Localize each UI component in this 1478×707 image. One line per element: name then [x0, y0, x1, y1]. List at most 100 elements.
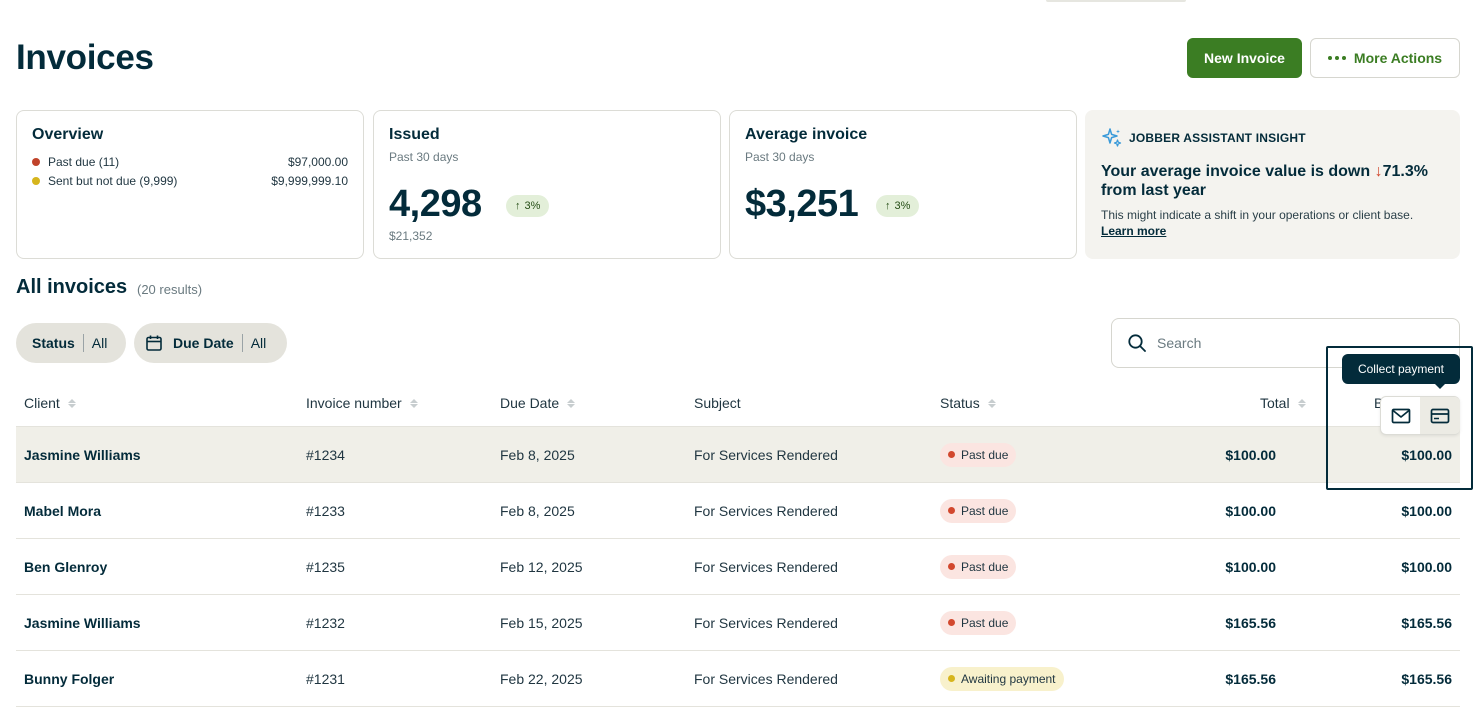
sent-dot-icon [32, 177, 40, 185]
overview-row-sent-not-due[interactable]: Sent but not due (9,999) $9,999,999.10 [32, 174, 348, 188]
row-balance: $165.56 [1401, 614, 1452, 631]
average-invoice-card[interactable]: Average invoice Past 30 days $3,251 ↑ 3% [729, 110, 1077, 259]
issued-trend-value: 3% [524, 200, 541, 212]
chip-divider [241, 334, 243, 352]
row-invoice-number: #1231 [306, 670, 345, 687]
sort-icon [567, 398, 576, 408]
column-header-balance[interactable]: B [1374, 395, 1384, 411]
row-invoice-number: #1233 [306, 502, 345, 519]
column-header-status[interactable]: Status [940, 395, 996, 411]
status-filter-chip[interactable]: Status All [16, 323, 126, 363]
row-total: $100.00 [1225, 446, 1276, 463]
insight-label: JOBBER ASSISTANT INSIGHT [1129, 131, 1306, 145]
table-row[interactable]: Ben Glenroy #1235 Feb 12, 2025 For Servi… [16, 539, 1460, 595]
row-total: $165.56 [1225, 670, 1276, 687]
row-balance: $100.00 [1401, 446, 1452, 463]
status-badge: Past due [940, 554, 1017, 579]
average-title: Average invoice [745, 126, 868, 143]
row-subject: For Services Rendered [694, 502, 838, 519]
more-dots-icon [1327, 56, 1346, 60]
table-row[interactable]: Mabel Mora #1233 Feb 8, 2025 For Service… [16, 483, 1460, 539]
insight-headline: Your average invoice value is down ↓71.3… [1101, 162, 1451, 200]
row-subject: For Services Rendered [694, 670, 838, 687]
column-header-client[interactable]: Client [24, 395, 76, 411]
row-subject: For Services Rendered [694, 614, 838, 631]
new-invoice-button[interactable]: New Invoice [1187, 38, 1302, 78]
arrow-down-icon: ↓ [1374, 163, 1383, 180]
status-label: Past due [961, 447, 1009, 462]
row-status: Past due [940, 595, 1017, 650]
row-actions [1380, 396, 1460, 435]
row-status: Awaiting payment [940, 651, 1064, 706]
column-label: Subject [694, 395, 741, 411]
column-label: Due Date [500, 395, 560, 411]
sort-icon [67, 398, 76, 408]
column-header-invoice-number[interactable]: Invoice number [306, 395, 418, 411]
row-due-date: Feb 8, 2025 [500, 446, 575, 463]
sparkle-icon [1101, 127, 1123, 149]
row-total: $100.00 [1225, 502, 1276, 519]
collect-payment-button[interactable] [1420, 397, 1460, 434]
row-balance: $100.00 [1401, 502, 1452, 519]
envelope-icon [1391, 408, 1411, 424]
status-label: Awaiting payment [961, 671, 1056, 686]
row-total: $100.00 [1225, 558, 1276, 575]
row-status: Past due [940, 539, 1017, 594]
issued-period: Past 30 days [389, 150, 459, 164]
column-header-total[interactable]: Total [1260, 395, 1306, 411]
due-date-filter-label: Due Date [173, 335, 234, 351]
issued-card[interactable]: Issued Past 30 days 4,298 ↑ 3% $21,352 [373, 110, 721, 259]
column-label: Invoice number [306, 395, 402, 411]
status-badge: Past due [940, 498, 1017, 523]
row-due-date: Feb 15, 2025 [500, 614, 583, 631]
status-badge: Awaiting payment [940, 666, 1064, 691]
row-balance: $165.56 [1401, 670, 1452, 687]
average-trend-value: 3% [894, 200, 911, 212]
row-invoice-number: #1232 [306, 614, 345, 631]
due-date-filter-chip[interactable]: Due Date All [134, 323, 287, 363]
calendar-icon [145, 334, 163, 352]
more-actions-button[interactable]: More Actions [1310, 38, 1460, 78]
overview-card[interactable]: Overview Past due (11) $97,000.00 Sent b… [16, 110, 364, 259]
status-badge: Past due [940, 610, 1017, 635]
row-due-date: Feb 8, 2025 [500, 502, 575, 519]
insight-headline-end: from last year [1101, 182, 1206, 199]
learn-more-link[interactable]: Learn more [1101, 224, 1167, 238]
overview-row-past-due[interactable]: Past due (11) $97,000.00 [32, 155, 348, 169]
average-trend-badge: ↑ 3% [876, 195, 920, 217]
row-client: Jasmine Williams [24, 614, 141, 631]
insight-body: This might indicate a shift in your oper… [1101, 207, 1451, 239]
collect-payment-tooltip: Collect payment [1342, 354, 1460, 384]
column-label: Status [940, 395, 980, 411]
average-period: Past 30 days [745, 150, 815, 164]
issued-title: Issued [389, 126, 440, 143]
page-title: Invoices [16, 38, 154, 77]
send-email-button[interactable] [1381, 397, 1421, 434]
insight-header: JOBBER ASSISTANT INSIGHT [1101, 127, 1306, 149]
sort-icon [1297, 398, 1306, 408]
status-dot-icon [948, 507, 955, 514]
row-total: $165.56 [1225, 614, 1276, 631]
row-status: Past due [940, 427, 1017, 482]
sort-icon [409, 398, 418, 408]
overview-amount: $97,000.00 [287, 155, 348, 169]
column-label: Total [1260, 395, 1290, 411]
column-header-due-date[interactable]: Due Date [500, 395, 576, 411]
sort-icon [987, 398, 996, 408]
overview-label: Sent but not due (9,999) [48, 174, 178, 188]
due-date-filter-value: All [250, 335, 267, 351]
row-status: Past due [940, 483, 1017, 538]
status-dot-icon [948, 675, 955, 682]
table-row[interactable]: Jasmine Williams #1234 Feb 8, 2025 For S… [16, 427, 1460, 483]
past-due-dot-icon [32, 158, 40, 166]
status-filter-value: All [91, 335, 108, 351]
table-row[interactable]: Bunny Folger #1231 Feb 22, 2025 For Serv… [16, 651, 1460, 707]
row-due-date: Feb 22, 2025 [500, 670, 583, 687]
status-dot-icon [948, 451, 955, 458]
row-invoice-number: #1234 [306, 446, 345, 463]
arrow-up-icon: ↑ [515, 200, 521, 212]
row-client: Bunny Folger [24, 670, 115, 687]
status-dot-icon [948, 619, 955, 626]
table-row[interactable]: Jasmine Williams #1232 Feb 15, 2025 For … [16, 595, 1460, 651]
search-placeholder: Search [1157, 335, 1202, 351]
